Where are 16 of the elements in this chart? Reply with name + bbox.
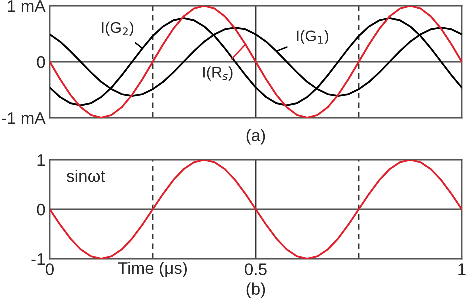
y-tick-label: 1	[38, 154, 46, 166]
x-tick-label: 0	[46, 264, 54, 276]
y-tick-label: 0	[37, 56, 46, 68]
y-tick-label: 1 mA	[8, 0, 46, 12]
annotation: sinωt	[66, 170, 106, 182]
y-tick-label: -1 mA	[2, 112, 46, 124]
y-tick-label: 0	[37, 204, 46, 216]
x-tick-label: 0.5	[245, 264, 267, 276]
legend-label: I(R$_{s}$)	[204, 66, 233, 81]
x-axis-title: Time (μs)	[118, 262, 188, 278]
text: (a)	[246, 129, 266, 145]
series-label: I(G$_{2}$)	[102, 22, 134, 36]
series-label: I(G$_{1}$)	[297, 30, 329, 45]
y-tick-label: -1	[32, 254, 46, 266]
x-tick-label: 1	[458, 264, 466, 276]
text: (b)	[246, 282, 266, 298]
